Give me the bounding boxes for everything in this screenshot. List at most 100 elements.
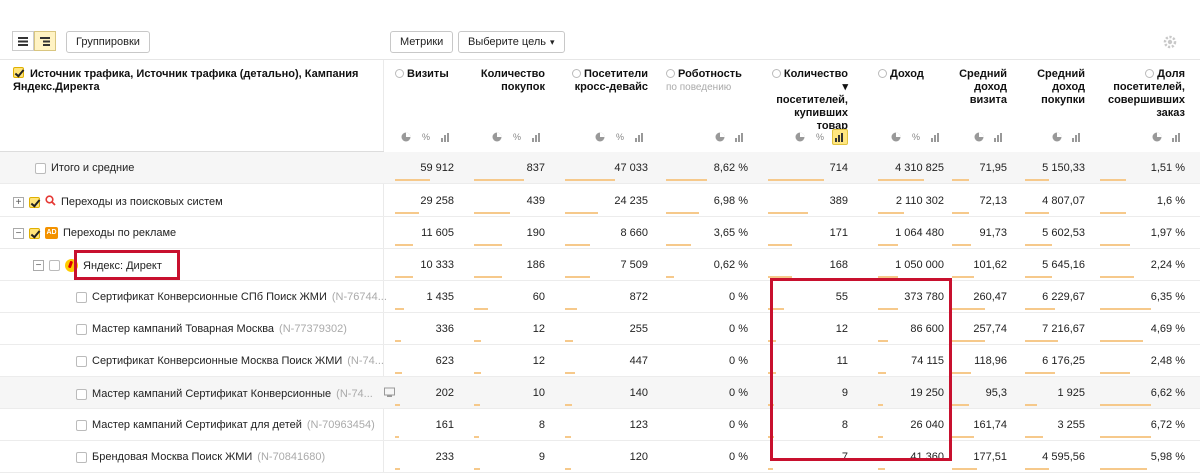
- pie-chart-icon[interactable]: [888, 129, 904, 145]
- metric-value: 837: [526, 162, 545, 174]
- info-icon[interactable]: [771, 69, 781, 78]
- metric-bar: [878, 244, 898, 246]
- bar-chart-icon[interactable]: [438, 129, 454, 145]
- metric-value: 2 110 302: [895, 195, 944, 207]
- table-row[interactable]: Брендовая Москва Поиск ЖМИ (N-70841680) 23…: [0, 441, 1200, 473]
- table-row[interactable]: Итого и средние 59 912 837 47 033 8,62 % 714 4…: [0, 152, 1200, 184]
- metric-value: 0 %: [729, 323, 748, 335]
- metric-bar: [474, 436, 479, 438]
- metric-bar: [395, 308, 404, 310]
- column-view-icons: %: [398, 129, 454, 145]
- bar-chart-icon[interactable]: [991, 129, 1007, 145]
- row-checkbox[interactable]: [29, 227, 40, 239]
- metric-value: 71,95: [979, 162, 1007, 174]
- metrics-button[interactable]: Метрики: [390, 31, 454, 53]
- metric-value: 11 605: [421, 227, 454, 239]
- row-checkbox[interactable]: [49, 260, 60, 271]
- pie-chart-icon[interactable]: [712, 129, 728, 145]
- percent-icon[interactable]: %: [615, 132, 624, 142]
- pie-chart-icon[interactable]: [792, 129, 808, 145]
- bar-chart-icon[interactable]: [732, 129, 748, 145]
- list-view-icon[interactable]: [12, 31, 34, 51]
- metric-bar: [768, 468, 773, 470]
- report-icon[interactable]: [383, 387, 395, 401]
- table-row[interactable]: Сертификат Конверсионные Москва Поиск ЖМ…: [0, 345, 1200, 377]
- column-header[interactable]: Роботность по поведению: [666, 68, 748, 94]
- column-header[interactable]: Посетители кросс-девайс: [565, 68, 648, 94]
- groupings-button[interactable]: Группировки: [66, 31, 150, 53]
- pie-chart-icon[interactable]: [489, 129, 505, 145]
- column-header[interactable]: Средний доход покупки: [1025, 68, 1085, 107]
- column-header[interactable]: Количество ▾ посетителей, купивших товар: [768, 68, 848, 133]
- pie-chart-icon[interactable]: [1049, 129, 1065, 145]
- collapse-icon[interactable]: −: [33, 260, 44, 271]
- metric-value: 2,48 %: [1150, 355, 1185, 367]
- percent-icon[interactable]: %: [815, 132, 824, 142]
- bar-chart-icon[interactable]: [632, 129, 648, 145]
- column-header[interactable]: Доход: [878, 68, 944, 81]
- metric-bar: [565, 436, 571, 438]
- table-row[interactable]: Сертификат Конверсионные СПб Поиск ЖМИ (N…: [0, 281, 1200, 313]
- expand-icon[interactable]: +: [13, 196, 24, 208]
- percent-icon[interactable]: %: [911, 132, 920, 142]
- row-checkbox[interactable]: [76, 323, 87, 335]
- metric-value: 0,62 %: [713, 259, 748, 271]
- percent-icon[interactable]: %: [512, 132, 521, 142]
- table-row[interactable]: Мастер кампаний Сертификат для детей (N-7…: [0, 409, 1200, 441]
- campaign-id: (N-74...: [336, 388, 373, 400]
- info-icon[interactable]: [1145, 69, 1155, 78]
- row-checkbox[interactable]: [76, 388, 87, 400]
- row-checkbox[interactable]: [76, 291, 87, 303]
- metric-bar: [395, 436, 399, 438]
- metric-value: 6,98 %: [713, 195, 748, 207]
- goal-select[interactable]: Выберите цель ▾: [458, 31, 565, 53]
- pie-chart-icon[interactable]: [1149, 129, 1165, 145]
- select-all-checkbox[interactable]: [13, 67, 24, 78]
- bar-chart-icon[interactable]: [1069, 129, 1085, 145]
- row-checkbox[interactable]: [76, 419, 87, 431]
- pie-chart-icon[interactable]: [971, 129, 987, 145]
- table-row[interactable]: Мастер кампаний Товарная Москва (N-773793…: [0, 313, 1200, 345]
- metric-bar: [1025, 404, 1037, 406]
- campaign-id: (N-74...: [347, 355, 384, 367]
- metric-value: 6 176,25: [1042, 355, 1085, 367]
- metric-bar: [565, 404, 572, 406]
- metric-bar: [474, 308, 488, 310]
- column-divider: [383, 60, 384, 473]
- metric-bar: [1025, 179, 1049, 181]
- row-checkbox[interactable]: [76, 355, 87, 367]
- metric-value: 5 602,53: [1042, 227, 1085, 239]
- info-icon[interactable]: [666, 69, 675, 78]
- metric-value: 373 780: [904, 291, 944, 303]
- bar-chart-icon[interactable]: [529, 129, 545, 145]
- pie-chart-icon[interactable]: [592, 129, 608, 145]
- metric-value: 74 115: [911, 355, 944, 367]
- column-header[interactable]: Количество покупок: [474, 68, 545, 94]
- tree-view-icon[interactable]: [34, 31, 56, 51]
- row-label: Переходы из поисковых систем: [61, 196, 223, 208]
- table-row[interactable]: + Переходы из поисковых систем 29 258 439 24…: [0, 185, 1200, 217]
- bar-chart-icon[interactable]: [928, 129, 944, 145]
- row-checkbox[interactable]: [76, 451, 87, 463]
- pie-chart-icon[interactable]: [398, 129, 414, 145]
- bar-chart-icon[interactable]: [1169, 129, 1185, 145]
- column-header[interactable]: Доля посетителей, совершивших заказ: [1100, 68, 1185, 120]
- row-checkbox[interactable]: [35, 162, 46, 174]
- column-header[interactable]: Визиты: [395, 68, 454, 81]
- info-icon[interactable]: [878, 69, 887, 78]
- gear-icon[interactable]: [1162, 34, 1178, 50]
- row-checkbox[interactable]: [29, 196, 40, 208]
- table-row[interactable]: Мастер кампаний Сертификат Конверсионные…: [0, 377, 1200, 409]
- row-dimension: Сертификат Конверсионные Москва Поиск ЖМ…: [76, 355, 384, 367]
- metric-bar: [952, 468, 977, 470]
- collapse-icon[interactable]: −: [13, 227, 24, 239]
- percent-icon[interactable]: %: [421, 132, 430, 142]
- column-header[interactable]: Средний доход визита: [952, 68, 1007, 107]
- metric-bar: [952, 404, 969, 406]
- bar-chart-icon[interactable]: [832, 129, 848, 145]
- info-icon[interactable]: [395, 69, 404, 78]
- table-row[interactable]: − Яндекс: Директ 10 333 186 7 509 0,62 % 168 1 …: [0, 249, 1200, 281]
- info-icon[interactable]: [572, 69, 582, 78]
- row-dimension: Брендовая Москва Поиск ЖМИ (N-70841680): [76, 451, 325, 463]
- table-row[interactable]: − AD Переходы по рекламе 11 605 190 8 660 3,65…: [0, 217, 1200, 249]
